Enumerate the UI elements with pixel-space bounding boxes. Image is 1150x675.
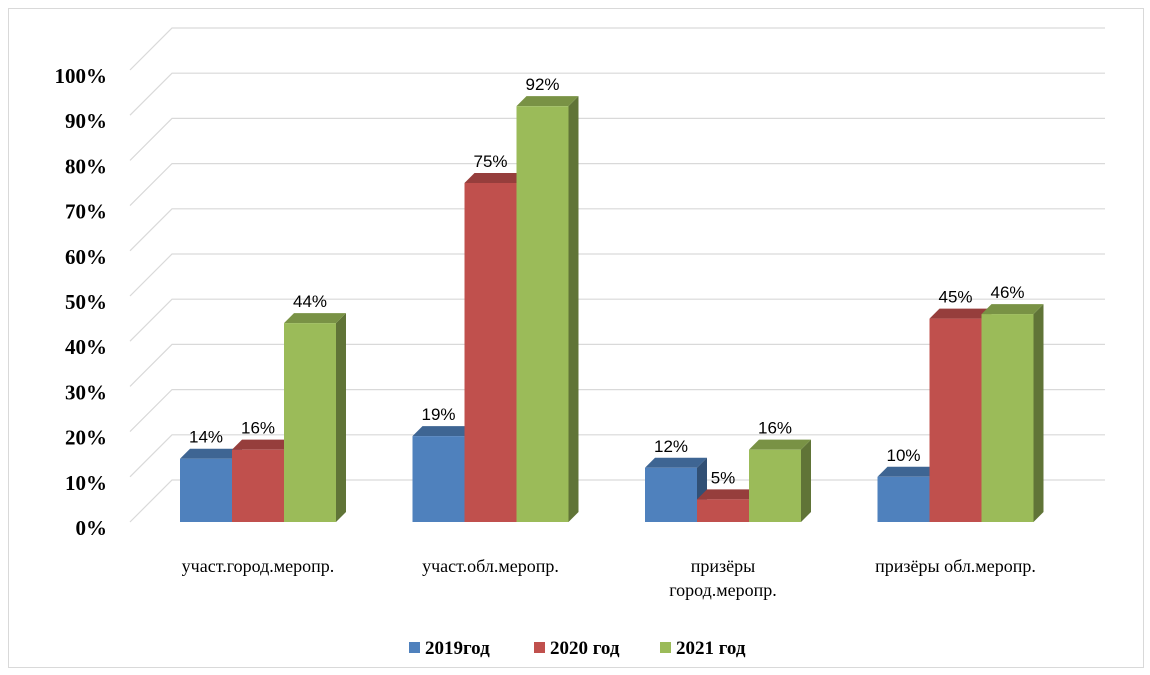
data-labels: 14% 16% 44% 19% 75% 92% 12% 5% 16% 10% 45% 46% bbox=[189, 75, 1025, 487]
gridline bbox=[129, 298, 1105, 342]
y-tick-label: 20% bbox=[65, 426, 107, 450]
bar-top bbox=[645, 457, 707, 468]
category-labels: участ.город.меропр. участ.обл.меропр. приз… bbox=[182, 556, 1036, 600]
legend-swatch bbox=[660, 642, 671, 653]
bar-top bbox=[929, 308, 992, 319]
bar-top bbox=[412, 426, 475, 437]
data-label: 75% bbox=[473, 152, 507, 171]
bar bbox=[284, 313, 346, 522]
bar-front bbox=[877, 476, 930, 522]
y-axis-tick-labels: 0% 10% 20% 30% 40% 50% 60% 70% 80% 90% 100% bbox=[55, 64, 108, 540]
legend-swatch bbox=[409, 642, 420, 653]
legend: 2019год 2020 год 2021 год bbox=[409, 638, 746, 659]
y-tick-label: 80% bbox=[65, 154, 107, 178]
bar-top bbox=[464, 173, 527, 183]
bar-top bbox=[232, 439, 294, 450]
bar-side bbox=[801, 439, 811, 522]
category-label: призёры обл.меропр. bbox=[875, 556, 1036, 576]
bar bbox=[749, 439, 811, 522]
data-label: 12% bbox=[654, 437, 688, 456]
data-label: 5% bbox=[711, 468, 736, 487]
y-tick-label: 70% bbox=[65, 200, 107, 224]
bar-front bbox=[516, 106, 569, 522]
bar-front bbox=[232, 449, 284, 522]
y-tick-label: 40% bbox=[65, 335, 107, 359]
y-tick-label: 90% bbox=[65, 109, 107, 133]
y-tick-label: 50% bbox=[65, 290, 107, 314]
y-tick-label: 10% bbox=[65, 471, 107, 495]
gridline bbox=[129, 163, 1105, 207]
data-label: 45% bbox=[938, 288, 972, 307]
bar-top bbox=[284, 313, 346, 324]
gridline bbox=[129, 72, 1105, 116]
legend-item: 2020 год bbox=[534, 638, 620, 659]
gridline bbox=[129, 117, 1105, 161]
bar-side bbox=[568, 96, 579, 522]
legend-label: 2021 год bbox=[676, 638, 746, 659]
y-tick-label: 60% bbox=[65, 245, 107, 269]
bar-front bbox=[749, 449, 801, 522]
data-label: 14% bbox=[189, 428, 223, 447]
gridline bbox=[129, 389, 1105, 433]
legend-item: 2021 год bbox=[660, 638, 746, 659]
legend-label: 2020 год bbox=[550, 638, 620, 659]
bar-front bbox=[697, 499, 749, 522]
category-label: призёры город.меропр. bbox=[669, 556, 777, 600]
bar-front bbox=[645, 467, 697, 522]
gridline bbox=[129, 434, 1105, 478]
data-label: 19% bbox=[421, 405, 455, 424]
bar-top bbox=[180, 448, 242, 459]
bar-top bbox=[697, 489, 759, 500]
bar-top bbox=[516, 96, 579, 107]
bar-top bbox=[749, 439, 811, 450]
bar-front bbox=[284, 323, 336, 522]
bar-side bbox=[1033, 304, 1044, 522]
category-label: участ.обл.меропр. bbox=[422, 556, 559, 576]
legend-swatch bbox=[534, 642, 545, 653]
data-label: 16% bbox=[758, 419, 792, 438]
gridline bbox=[129, 27, 1105, 71]
bar-top bbox=[981, 304, 1044, 315]
y-tick-label: 30% bbox=[65, 380, 107, 404]
bar bbox=[981, 304, 1044, 522]
bar-front bbox=[180, 458, 232, 522]
legend-label: 2019год bbox=[425, 638, 490, 659]
y-tick-label: 100% bbox=[55, 64, 108, 88]
bar-side bbox=[336, 313, 346, 522]
gridline bbox=[129, 208, 1105, 252]
gridline bbox=[129, 343, 1105, 387]
bar-front bbox=[981, 314, 1034, 522]
data-label: 44% bbox=[293, 292, 327, 311]
bar-front bbox=[464, 183, 517, 522]
bar bbox=[645, 457, 707, 522]
bar bbox=[516, 96, 579, 522]
bar-front bbox=[929, 318, 982, 522]
y-tick-label: 0% bbox=[76, 516, 108, 540]
bars bbox=[180, 96, 1044, 522]
legend-item: 2019год bbox=[409, 638, 490, 659]
bar-front bbox=[412, 436, 465, 522]
data-label: 92% bbox=[525, 75, 559, 94]
category-label: участ.город.меропр. bbox=[182, 556, 335, 576]
data-label: 10% bbox=[886, 446, 920, 465]
gridline bbox=[129, 253, 1105, 297]
bar-top bbox=[877, 466, 940, 477]
data-label: 16% bbox=[241, 419, 275, 438]
data-label: 46% bbox=[990, 283, 1024, 302]
